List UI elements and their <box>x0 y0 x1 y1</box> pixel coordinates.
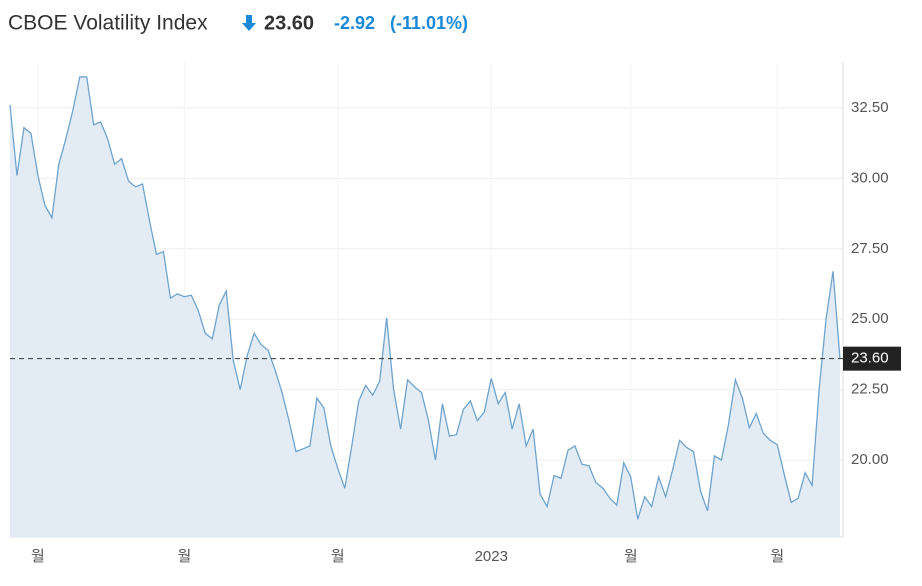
y-tick-label: 20.00 <box>851 451 889 468</box>
chart-title: CBOE Volatility Index <box>8 12 208 35</box>
down-arrow <box>242 15 256 31</box>
y-tick-label: 27.50 <box>851 240 889 257</box>
x-tick-label: 월 <box>31 548 45 565</box>
y-tick-label: 32.50 <box>851 99 889 116</box>
x-tick-label: 월 <box>770 548 784 565</box>
x-tick-label: 2023 <box>475 548 508 565</box>
price: 23.60 <box>264 12 314 34</box>
x-tick-label: 월 <box>331 548 345 565</box>
line <box>9 76 841 520</box>
change: -2.92 <box>334 13 375 33</box>
last-price-box <box>843 346 901 371</box>
y-tick-label: 25.00 <box>851 310 889 327</box>
area-fill <box>10 76 840 538</box>
x-tick-label: 월 <box>624 548 638 565</box>
x-tick-label: 월 <box>177 548 191 565</box>
y-tick-label: 22.50 <box>851 381 889 398</box>
y-tick-label: 30.00 <box>851 169 889 186</box>
change-pct: (-11.01%) <box>390 13 468 33</box>
last-price-label: 23.60 <box>851 350 889 367</box>
